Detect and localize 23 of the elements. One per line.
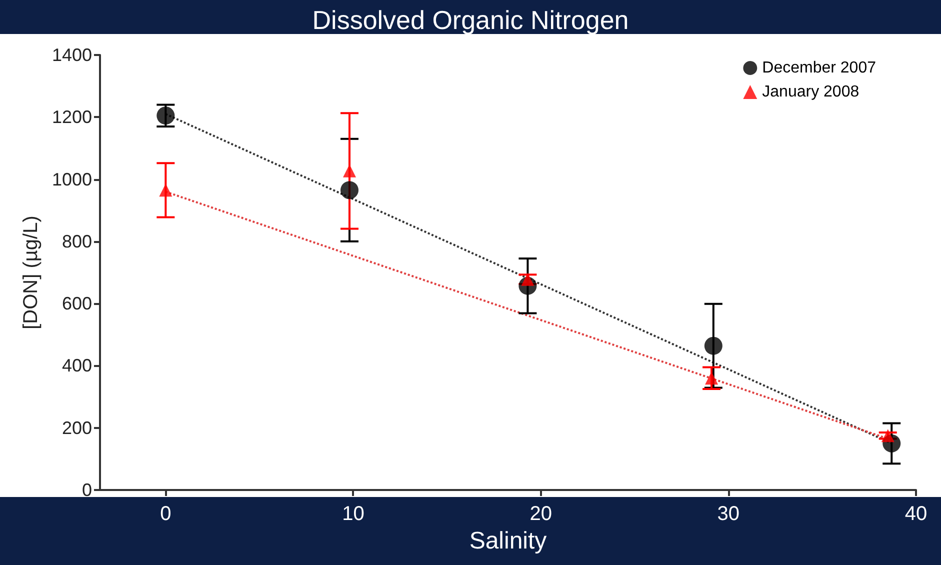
y-tick-label: 200 — [62, 418, 92, 438]
x-tick-label: 10 — [342, 503, 364, 525]
point — [704, 336, 722, 355]
y-tick-label: 600 — [62, 294, 92, 314]
point — [159, 184, 172, 197]
legend-label: January 2008 — [762, 84, 860, 100]
point — [705, 372, 718, 385]
point — [340, 181, 358, 200]
chart-title: Dissolved Organic Nitrogen — [312, 5, 629, 35]
x-tick-label: 0 — [160, 503, 172, 525]
x-tick-label: 20 — [530, 503, 552, 525]
x-axis-title: Salinity — [469, 527, 547, 554]
y-tick-label: 1200 — [52, 107, 92, 128]
x-tick-label: 30 — [717, 503, 740, 525]
y-tick-label: 400 — [62, 356, 92, 376]
y-axis-title: [DON] (µg/L) — [20, 216, 42, 330]
legend-label: December 2007 — [762, 60, 876, 76]
y-tick-label: 0 — [82, 480, 92, 500]
point — [881, 429, 894, 442]
x-tick-label: 40 — [904, 503, 928, 525]
y-tick-label: 800 — [62, 231, 92, 252]
y-tick-label: 1400 — [52, 45, 92, 65]
y-tick-label: 1000 — [52, 169, 92, 190]
